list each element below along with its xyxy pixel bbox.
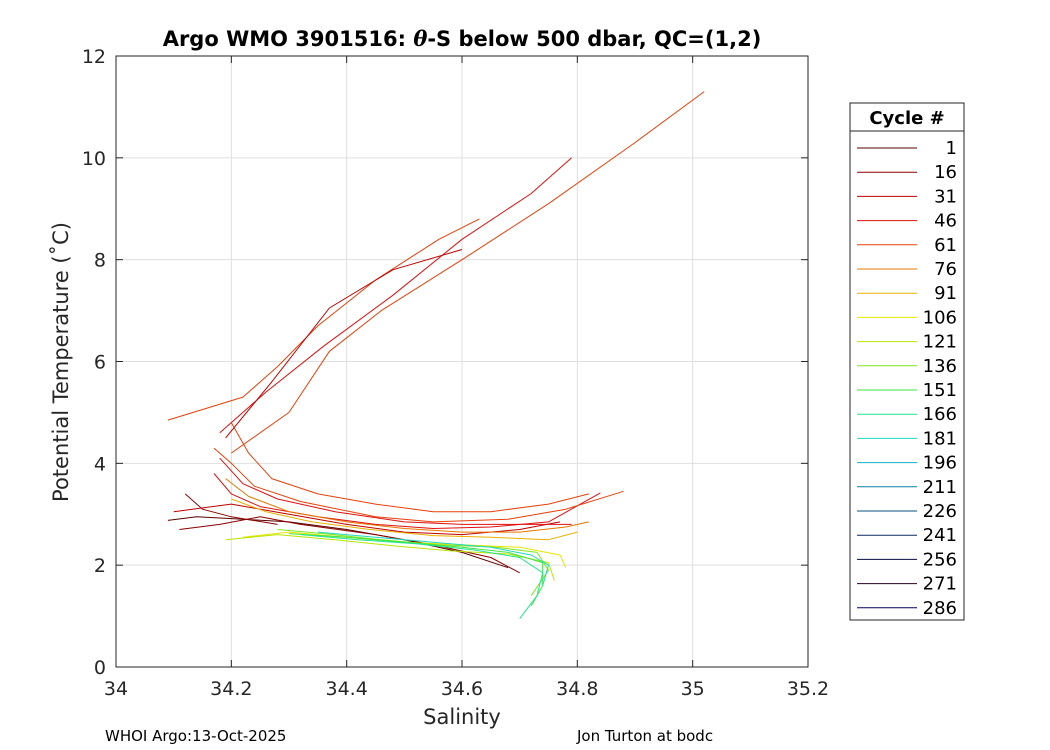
legend-label: 136 xyxy=(923,356,957,377)
legend-label: 121 xyxy=(923,332,957,353)
legend-title: Cycle # xyxy=(869,108,944,129)
legend-label: 196 xyxy=(923,453,957,474)
grid xyxy=(116,56,808,667)
ts-profile-line-3 xyxy=(184,493,278,525)
chart-title-prefix: Argo WMO 3901516: xyxy=(163,27,414,51)
ts-profile-line-8 xyxy=(230,422,590,513)
legend-label: 46 xyxy=(934,211,957,232)
y-tick-label: 4 xyxy=(94,453,106,475)
series-layer xyxy=(167,91,705,619)
legend-label: 31 xyxy=(934,186,957,207)
ts-profile-line-10 xyxy=(231,498,578,541)
legend-label: 91 xyxy=(934,283,957,304)
footer-right: Jon Turton at bodc xyxy=(576,727,713,745)
y-tick-label: 8 xyxy=(94,250,106,272)
ts-profile-line-9 xyxy=(225,478,590,533)
legend-label: 106 xyxy=(923,307,957,328)
axis-ticks: 34 34.2 34.4 34.6 34.8 35 35.2 0 2 4 6 8 10 12 xyxy=(82,46,829,700)
y-tick-label: 6 xyxy=(94,352,106,374)
legend-label: 211 xyxy=(923,477,957,498)
ts-profile-line-14 xyxy=(288,533,544,607)
y-axis-label: Potential Temperature (˚C) xyxy=(49,222,73,502)
legend-label: 61 xyxy=(934,235,957,256)
legend: Cycle # 11631466176911061211361511661811… xyxy=(849,102,965,621)
x-tick-label: 35 xyxy=(681,678,705,700)
ts-profile-line-19 xyxy=(231,91,705,454)
ts-profile-line-11 xyxy=(242,531,567,568)
ts-profile-line-6 xyxy=(219,457,572,525)
y-tick-label: 2 xyxy=(94,555,106,577)
footer-left: WHOI Argo:13-Oct-2025 xyxy=(105,727,286,745)
x-tick-label: 34.6 xyxy=(441,678,483,700)
legend-label: 76 xyxy=(934,259,957,280)
legend-label: 271 xyxy=(923,574,957,595)
legend-label: 256 xyxy=(923,549,957,570)
ts-profile-line-15 xyxy=(300,534,544,619)
y-tick-label: 12 xyxy=(82,46,106,68)
legend-label: 16 xyxy=(934,162,957,183)
chart-title-theta: θ xyxy=(413,26,427,51)
legend-label: 1 xyxy=(946,138,957,159)
ts-profile-line-5 xyxy=(213,473,601,529)
ts-profile-line-16 xyxy=(317,531,549,586)
x-tick-label: 34.8 xyxy=(556,678,598,700)
legend-label: 286 xyxy=(923,598,957,619)
legend-label: 181 xyxy=(923,428,957,449)
x-tick-label: 35.2 xyxy=(787,678,829,700)
x-tick-label: 34.2 xyxy=(210,678,252,700)
legend-entries: 1 16 31 46 61 76 91 106 121 136 151 166 181 196 211 226… xyxy=(857,138,957,619)
ts-profile-line-18 xyxy=(219,157,572,434)
chart-title-suffix: -S below 500 dbar, QC=(1,2) xyxy=(427,27,761,51)
y-tick-label: 0 xyxy=(94,657,106,679)
ts-profile-line-17 xyxy=(167,218,480,421)
x-tick-label: 34.4 xyxy=(326,678,368,700)
x-tick-label: 34 xyxy=(104,678,128,700)
ts-profile-line-4 xyxy=(173,503,561,536)
legend-label: 241 xyxy=(923,525,957,546)
chart-title: Argo WMO 3901516: θ-S below 500 dbar, QC… xyxy=(163,26,762,51)
ts-profile-line-7 xyxy=(213,447,624,523)
ts-profile-line-1 xyxy=(167,516,509,569)
ts-profile-line-13 xyxy=(277,529,549,596)
legend-box xyxy=(849,102,965,621)
ts-profile-line-20 xyxy=(225,249,463,439)
legend-label: 166 xyxy=(923,404,957,425)
y-tick-label: 10 xyxy=(82,148,106,170)
legend-label: 151 xyxy=(923,380,957,401)
legend-label: 226 xyxy=(923,501,957,522)
x-axis-label: Salinity xyxy=(423,705,501,729)
ts-profile-line-2 xyxy=(179,516,520,574)
